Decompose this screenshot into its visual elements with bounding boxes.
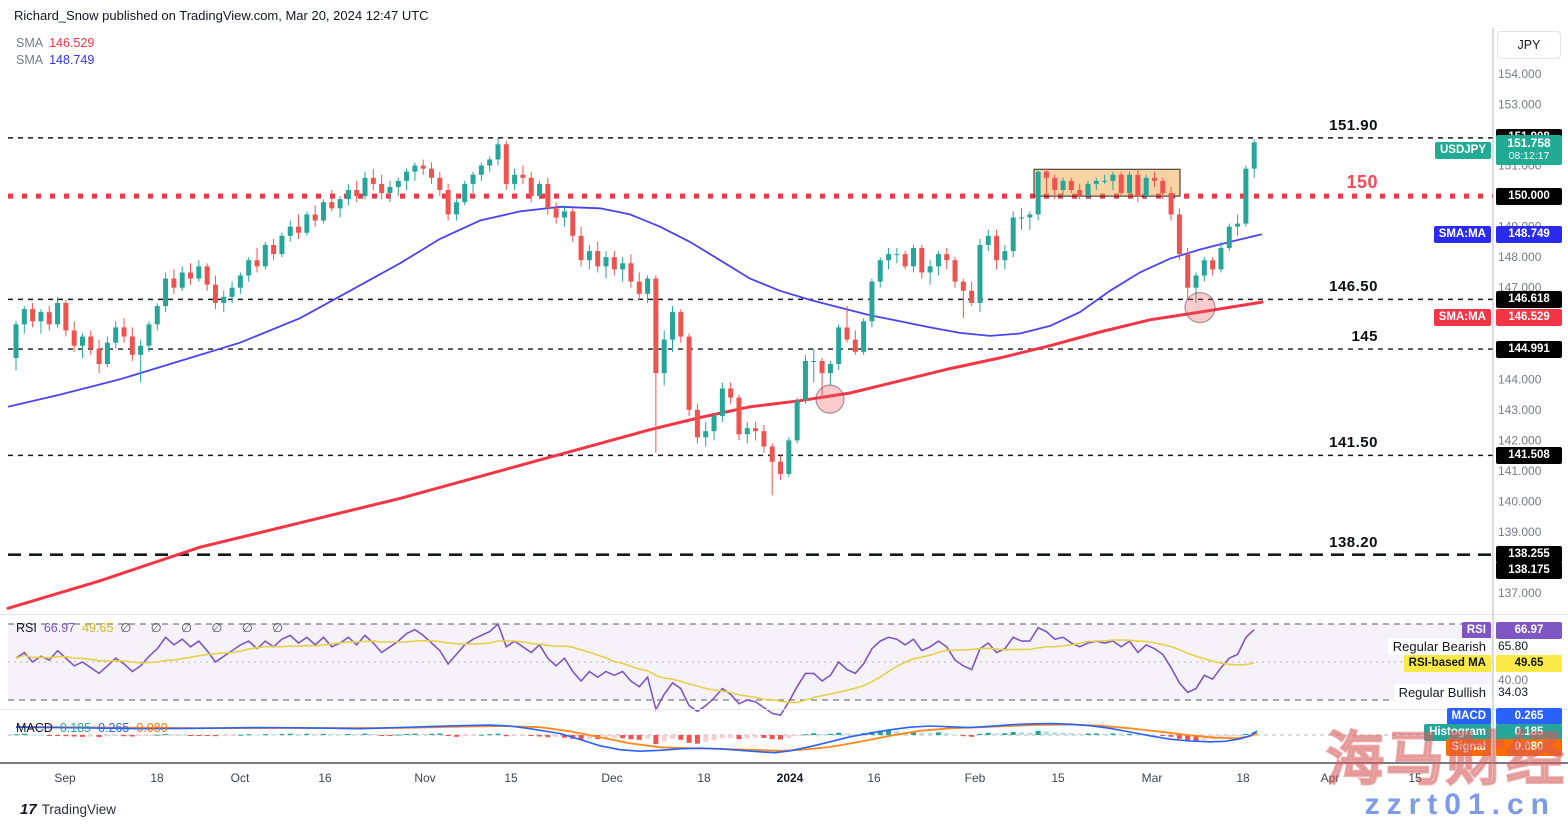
sma-value: 148.749 [49,53,95,67]
price-axis-tick: 153.000 [1498,98,1542,112]
macd-line [15,722,1258,754]
rsi-ma-value: 49.65 [82,621,114,635]
sma50-line [7,205,1263,408]
sma-plate: SMA:MA [1433,308,1491,326]
time-axis-label[interactable]: 18 [697,771,711,785]
tradingview-brand: TradingView [41,802,116,817]
time-axis-label[interactable]: Dec [601,771,622,785]
rsi-line [15,622,1255,717]
time-axis-label[interactable]: 15 [1408,771,1422,785]
time-axis-label[interactable]: 18 [1236,771,1250,785]
price-level-badge: 138.175 [1496,561,1562,579]
macd-plate: Histogram [1424,723,1491,741]
macd-value: 0.265 [98,721,130,735]
rsi-divergence-value: 65.80 [1498,639,1529,653]
rsi-label: RSI [16,621,37,635]
rsi-divergence-label: Regular Bearish [1387,637,1491,655]
bar-countdown: 08:12:17 [1508,150,1550,163]
sma-value: 146.529 [49,36,95,50]
watermark-cn: 海马财经 [1325,726,1566,793]
time-axis-label[interactable]: Sep [54,771,76,785]
level-label: 138.20 [1329,533,1378,551]
watermark-url: zzrt01.cn [1364,788,1556,821]
rsi-ma-line [15,639,1255,704]
rsi-plate: RSI [1461,621,1491,639]
rsi-divergence-label: Regular Bullish [1393,683,1491,701]
macd-value-badge: 0.080 [1496,738,1562,756]
sma-price-badge: 146.529 [1496,308,1562,326]
time-axis-label[interactable]: 18 [150,771,164,785]
tradingview-footer: 17 TradingView [20,801,116,818]
sma-legend: SMA 146.529 SMA 148.749 [16,35,94,69]
rsi-axis-tick: 40.00 [1498,673,1529,687]
price-level-badge: 138.255 [1496,546,1562,564]
currency-toggle-button[interactable]: JPY [1497,31,1561,59]
macd-status-line: MACD 0.185 0.265 0.080 [16,721,175,735]
price-axis-tick: 139.000 [1498,525,1542,539]
macd-label: MACD [16,721,53,735]
symbol-plate: USDJPY [1434,141,1491,159]
price-level-badge: 150.000 [1496,187,1562,205]
macd-signal-line [15,723,1258,752]
time-axis-label[interactable]: Mar [1142,771,1163,785]
price-axis-tick: 141.000 [1498,464,1542,478]
annotation-circle [815,384,845,414]
rsi-value-badge: 49.65 [1496,654,1562,672]
time-axis-label[interactable]: 15 [1051,771,1065,785]
annotation-circle [1184,291,1216,324]
consolidation-box [1033,168,1181,197]
tradingview-logo: 17 [20,801,37,818]
level-label: 145 [1351,328,1378,346]
sma-plate: SMA:MA [1433,225,1491,243]
macd-histogram [13,730,1257,744]
price-axis-tick: 137.000 [1498,586,1542,600]
time-axis-label[interactable]: 16 [318,771,332,785]
rsi-status-line: RSI 66.97 49.65 ∅ ∅ ∅ ∅ ∅ ∅ [16,620,298,635]
sma-legend-row: SMA 148.749 [16,52,94,69]
macd-value-badge: 0.265 [1496,707,1562,725]
macd-value-badge: 0.185 [1496,723,1562,741]
price-level-badge: 144.991 [1496,340,1562,358]
sma-label: SMA [16,53,44,67]
price-axis-tick: 140.000 [1498,494,1542,508]
rsi-value: 66.97 [43,621,76,635]
time-axis-label[interactable]: Feb [965,771,986,785]
rsi-plate: RSI-based MA [1403,654,1491,672]
sma-label: SMA [16,36,44,50]
price-axis-tick: 142.000 [1498,433,1542,447]
rsi-empty-plots: ∅ ∅ ∅ ∅ ∅ ∅ [120,621,292,635]
time-axis-label[interactable]: 15 [504,771,518,785]
rsi-divergence-value: 34.03 [1498,685,1529,699]
candles [13,138,1257,496]
macd-hist-value: 0.185 [59,721,92,735]
price-axis-tick: 144.000 [1498,372,1542,386]
price-axis-tick: 154.000 [1498,67,1542,81]
sma200-line [6,300,1264,610]
time-axis-label[interactable]: Apr [1321,771,1340,785]
time-axis-label[interactable]: Oct [231,771,250,785]
sma-price-badge: 148.749 [1496,225,1562,243]
time-axis-label[interactable]: 2024 [777,771,804,785]
price-level-badge: 146.618 [1496,290,1562,308]
macd-signal-value: 0.080 [136,721,168,735]
time-axis-label[interactable]: 16 [867,771,881,785]
rsi-value-badge: 66.97 [1496,621,1562,639]
sma-legend-row: SMA 146.529 [16,35,94,52]
time-axis-label[interactable]: Nov [414,771,435,785]
level-label: 150 [1346,172,1378,193]
level-label: 151.90 [1329,116,1378,134]
price-axis-tick: 148.000 [1498,250,1542,264]
price-level-badge: 141.508 [1496,446,1562,464]
current-price: 151.758 [1507,136,1551,151]
macd-plate: MACD [1446,707,1491,725]
publish-header: Richard_Snow published on TradingView.co… [14,8,429,23]
price-axis-tick: 143.000 [1498,403,1542,417]
current-price-badge: 151.758 08:12:17 [1496,135,1562,166]
macd-plate: Signal [1446,738,1491,756]
level-label: 141.50 [1329,434,1378,452]
level-label: 146.50 [1329,278,1378,296]
